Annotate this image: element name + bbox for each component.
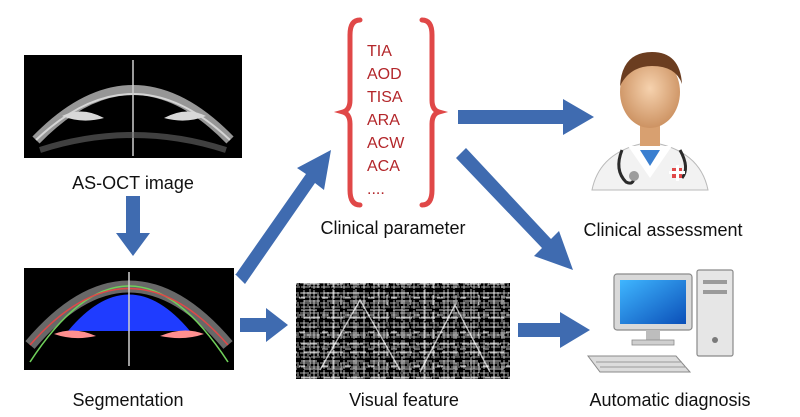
parameter-brace-left xyxy=(333,17,363,208)
parameter-item: ACA xyxy=(367,158,400,175)
segmentation-label: Segmentation xyxy=(72,390,183,410)
parameter-list: TIA AOD TISA ARA ACW ACA .... xyxy=(367,43,405,198)
automatic-diagnosis-label: Automatic diagnosis xyxy=(589,390,750,410)
parameter-item: ACW xyxy=(367,135,405,152)
arrow-segmentation-to-visual-feature xyxy=(240,308,288,342)
asoct-image xyxy=(24,55,242,158)
arrow-asoct-to-segmentation xyxy=(116,196,150,256)
parameter-item: .... xyxy=(367,181,385,198)
clinical-parameter-label: Clinical parameter xyxy=(320,218,465,238)
asoct-image-label: AS-OCT image xyxy=(72,173,194,193)
visual-feature-image xyxy=(296,283,510,379)
arrow-parameter-to-diagnosis xyxy=(456,148,573,270)
parameter-item: ARA xyxy=(367,112,400,129)
visual-feature-label: Visual feature xyxy=(349,390,459,410)
doctor-icon xyxy=(591,52,709,191)
parameter-item: AOD xyxy=(367,66,402,83)
parameter-brace-right xyxy=(419,17,449,208)
arrow-parameter-to-assessment xyxy=(458,99,594,135)
arrow-visual-feature-to-diagnosis xyxy=(518,312,590,348)
parameter-item: TISA xyxy=(367,89,403,106)
clinical-assessment-label: Clinical assessment xyxy=(583,220,742,240)
arrow-segmentation-to-parameter xyxy=(235,150,331,284)
computer-icon xyxy=(587,269,734,373)
segmentation-image xyxy=(24,268,234,370)
parameter-item: TIA xyxy=(367,43,392,60)
